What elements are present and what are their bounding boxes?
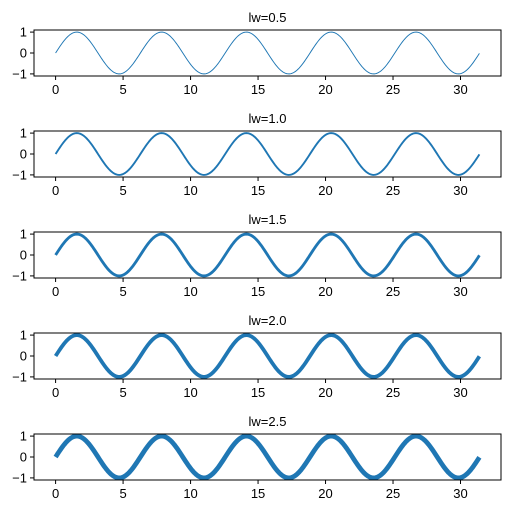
x-tick-label: 10 [183, 82, 197, 97]
y-tick-label: 0 [20, 147, 27, 162]
x-tick-label: 30 [453, 284, 467, 299]
y-tick-label: −1 [12, 268, 27, 283]
y-tick-label: 0 [20, 450, 27, 465]
x-tick-label: 0 [52, 183, 59, 198]
x-tick-label: 20 [318, 284, 332, 299]
series-line [54, 132, 481, 176]
x-tick-label: 25 [386, 284, 400, 299]
y-tick-label: 0 [20, 248, 27, 263]
subplot-title: lw=0.5 [249, 10, 287, 25]
subplot-title: lw=1.5 [249, 212, 287, 227]
subplot-title: lw=2.0 [249, 313, 287, 328]
y-tick-label: 1 [20, 429, 27, 444]
series-line [54, 232, 481, 278]
series-line [55, 31, 480, 75]
x-tick-label: 0 [52, 82, 59, 97]
x-tick-label: 5 [119, 82, 126, 97]
x-tick-label: 15 [251, 385, 265, 400]
series-line [53, 433, 482, 481]
x-tick-label: 10 [183, 183, 197, 198]
subplot-title: lw=1.0 [249, 111, 287, 126]
x-tick-label: 0 [52, 385, 59, 400]
x-tick-label: 15 [251, 284, 265, 299]
x-tick-label: 30 [453, 385, 467, 400]
x-tick-label: 0 [52, 486, 59, 501]
y-tick-label: −1 [12, 167, 27, 182]
series-line [53, 333, 482, 379]
x-tick-label: 15 [251, 183, 265, 198]
x-tick-label: 10 [183, 385, 197, 400]
x-tick-label: 5 [119, 284, 126, 299]
x-tick-label: 30 [453, 82, 467, 97]
x-tick-label: 25 [386, 486, 400, 501]
x-tick-label: 25 [386, 82, 400, 97]
x-tick-label: 25 [386, 385, 400, 400]
x-tick-label: 20 [318, 486, 332, 501]
x-tick-label: 10 [183, 486, 197, 501]
x-tick-label: 10 [183, 284, 197, 299]
y-tick-label: −1 [12, 470, 27, 485]
x-tick-label: 20 [318, 385, 332, 400]
y-tick-label: 0 [20, 46, 27, 61]
subplot-title: lw=2.5 [249, 414, 287, 429]
x-tick-label: 20 [318, 183, 332, 198]
x-tick-label: 15 [251, 82, 265, 97]
x-tick-label: 30 [453, 183, 467, 198]
y-tick-label: 1 [20, 227, 27, 242]
y-tick-label: 1 [20, 328, 27, 343]
y-tick-label: 0 [20, 349, 27, 364]
x-tick-label: 25 [386, 183, 400, 198]
x-tick-label: 5 [119, 486, 126, 501]
y-tick-label: −1 [12, 369, 27, 384]
y-tick-label: 1 [20, 126, 27, 141]
x-tick-label: 5 [119, 385, 126, 400]
x-tick-label: 30 [453, 486, 467, 501]
x-tick-label: 5 [119, 183, 126, 198]
y-tick-label: 1 [20, 25, 27, 40]
x-tick-label: 20 [318, 82, 332, 97]
y-tick-label: −1 [12, 66, 27, 81]
x-tick-label: 0 [52, 284, 59, 299]
x-tick-label: 15 [251, 486, 265, 501]
